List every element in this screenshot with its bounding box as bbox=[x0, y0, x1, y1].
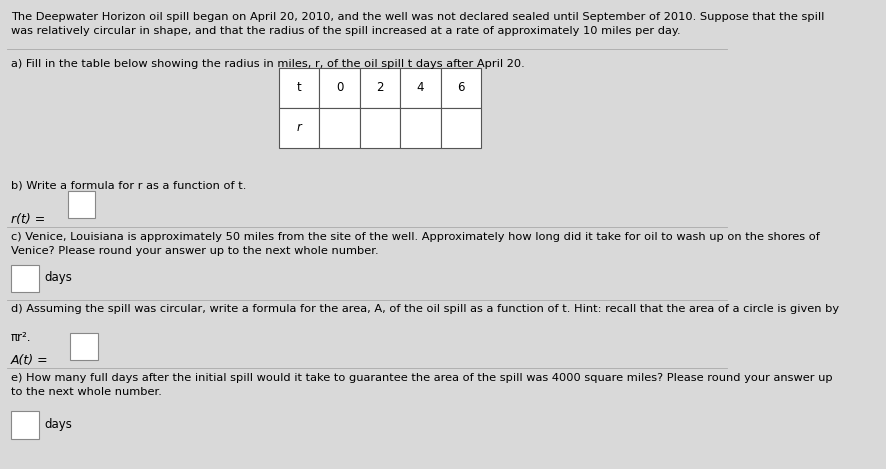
FancyBboxPatch shape bbox=[67, 191, 96, 218]
FancyBboxPatch shape bbox=[279, 68, 319, 108]
Text: days: days bbox=[44, 418, 72, 431]
Text: e) How many full days after the initial spill would it take to guarantee the are: e) How many full days after the initial … bbox=[11, 373, 833, 397]
FancyBboxPatch shape bbox=[319, 68, 360, 108]
FancyBboxPatch shape bbox=[440, 68, 481, 108]
Text: a) Fill in the table below showing the radius in miles, r, of the oil spill t da: a) Fill in the table below showing the r… bbox=[11, 59, 525, 68]
FancyBboxPatch shape bbox=[11, 265, 39, 292]
Text: A(t) =: A(t) = bbox=[11, 354, 49, 367]
Text: t: t bbox=[297, 82, 301, 94]
FancyBboxPatch shape bbox=[360, 68, 400, 108]
FancyBboxPatch shape bbox=[440, 108, 481, 148]
FancyBboxPatch shape bbox=[400, 108, 440, 148]
FancyBboxPatch shape bbox=[11, 411, 39, 439]
Text: 0: 0 bbox=[336, 82, 343, 94]
Text: The Deepwater Horizon oil spill began on April 20, 2010, and the well was not de: The Deepwater Horizon oil spill began on… bbox=[11, 12, 824, 36]
Text: πr².: πr². bbox=[11, 331, 32, 344]
Text: 2: 2 bbox=[377, 82, 384, 94]
Text: c) Venice, Louisiana is approximately 50 miles from the site of the well. Approx: c) Venice, Louisiana is approximately 50… bbox=[11, 232, 820, 256]
Text: days: days bbox=[44, 271, 72, 284]
Text: r: r bbox=[297, 121, 301, 134]
FancyBboxPatch shape bbox=[400, 68, 440, 108]
Text: b) Write a formula for r as a function of t.: b) Write a formula for r as a function o… bbox=[11, 181, 246, 190]
FancyBboxPatch shape bbox=[70, 333, 97, 360]
Text: 6: 6 bbox=[457, 82, 464, 94]
FancyBboxPatch shape bbox=[279, 108, 319, 148]
Text: r(t) =: r(t) = bbox=[11, 213, 45, 227]
Text: 4: 4 bbox=[416, 82, 424, 94]
FancyBboxPatch shape bbox=[319, 108, 360, 148]
Text: d) Assuming the spill was circular, write a formula for the area, A, of the oil : d) Assuming the spill was circular, writ… bbox=[11, 304, 839, 314]
FancyBboxPatch shape bbox=[360, 108, 400, 148]
